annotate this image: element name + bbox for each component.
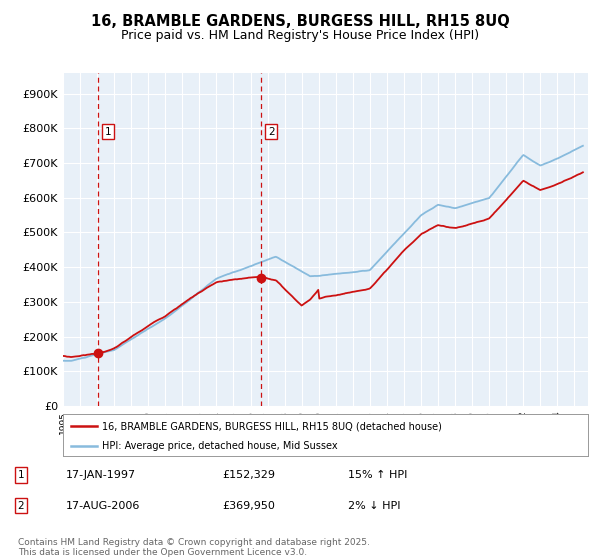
Text: 2: 2	[268, 127, 275, 137]
Text: 2: 2	[17, 501, 25, 511]
Text: 15% ↑ HPI: 15% ↑ HPI	[348, 470, 407, 480]
Text: Price paid vs. HM Land Registry's House Price Index (HPI): Price paid vs. HM Land Registry's House …	[121, 29, 479, 42]
Text: 17-JAN-1997: 17-JAN-1997	[66, 470, 136, 480]
Text: £152,329: £152,329	[222, 470, 275, 480]
Text: 1: 1	[104, 127, 111, 137]
Text: 16, BRAMBLE GARDENS, BURGESS HILL, RH15 8UQ: 16, BRAMBLE GARDENS, BURGESS HILL, RH15 …	[91, 14, 509, 29]
Text: £369,950: £369,950	[222, 501, 275, 511]
Text: HPI: Average price, detached house, Mid Sussex: HPI: Average price, detached house, Mid …	[103, 441, 338, 451]
Text: 1: 1	[17, 470, 25, 480]
Text: 17-AUG-2006: 17-AUG-2006	[66, 501, 140, 511]
Text: 2% ↓ HPI: 2% ↓ HPI	[348, 501, 401, 511]
Text: Contains HM Land Registry data © Crown copyright and database right 2025.
This d: Contains HM Land Registry data © Crown c…	[18, 538, 370, 557]
Text: 16, BRAMBLE GARDENS, BURGESS HILL, RH15 8UQ (detached house): 16, BRAMBLE GARDENS, BURGESS HILL, RH15 …	[103, 421, 442, 431]
